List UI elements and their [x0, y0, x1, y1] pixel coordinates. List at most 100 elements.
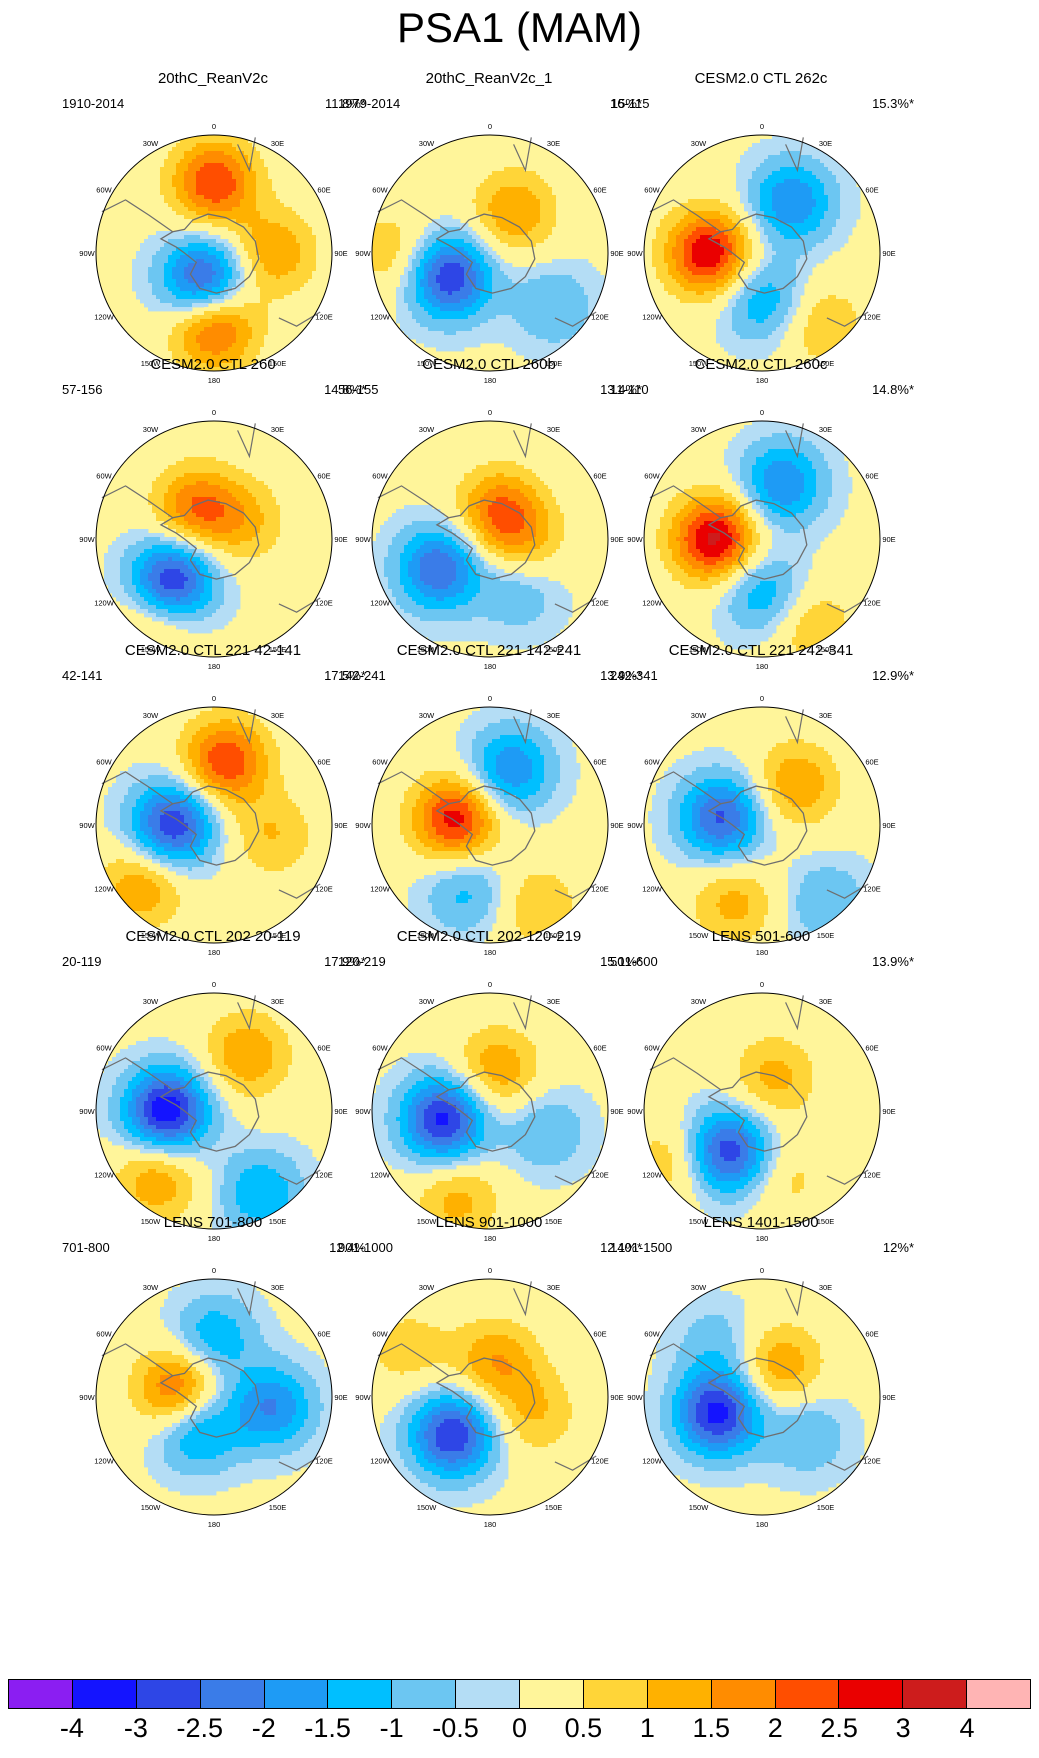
longitude-label: 30W [419, 711, 435, 720]
map-panel: 0 30E 60E 90E 120E 150E 180 150W 120W 90W 60W 30W LE… [596, 1214, 926, 1534]
longitude-label: 120E [863, 1171, 881, 1180]
longitude-label: 0 [488, 1266, 492, 1275]
longitude-label: 60W [372, 472, 388, 481]
longitude-label: 30W [419, 1283, 435, 1292]
antarctica-coastline [707, 785, 808, 866]
longitude-label: 30W [419, 139, 435, 148]
longitude-label: 150W [689, 359, 710, 368]
longitude-label: 180 [756, 1520, 769, 1529]
longitude-label: 120W [94, 599, 115, 608]
longitude-label: 150E [817, 1217, 835, 1226]
colorbar-tick-label: -3 [124, 1713, 148, 1744]
longitude-label: 30W [419, 425, 435, 434]
colorbar-swatch [136, 1680, 201, 1708]
longitude-label: 90W [355, 1393, 371, 1402]
map-boundary [95, 134, 333, 372]
antarctica-coastline [435, 1071, 536, 1152]
figure-title: PSA1 (MAM) [0, 0, 1039, 56]
longitude-label: 60W [644, 758, 660, 767]
south-america-coastline [101, 1057, 174, 1091]
eof-field [372, 421, 608, 657]
longitude-label: 150W [141, 1503, 162, 1512]
longitude-label: 60E [317, 1044, 330, 1053]
longitude-label: 90W [79, 249, 95, 258]
panel-variance-percent: 11.8%* [325, 96, 366, 111]
longitude-label: 150W [417, 1217, 438, 1226]
eof-field [372, 993, 608, 1229]
longitude-label: 60E [317, 472, 330, 481]
longitude-label: 30E [819, 1283, 832, 1292]
panel-title: LENS 901-1000 [324, 1214, 654, 1231]
longitude-label: 60E [317, 186, 330, 195]
panel-title: CESM2.0 CTL 260c [596, 356, 926, 373]
colorbar-tick-label: -1 [380, 1713, 404, 1744]
panel-title: 20thC_ReanV2c_1 [324, 70, 654, 87]
africa-coastline [237, 1281, 256, 1317]
longitude-label: 60W [644, 1044, 660, 1053]
panel-title: CESM2.0 CTL 202 120-219 [324, 928, 654, 945]
australia-coastline [554, 311, 597, 327]
longitude-label: 90W [627, 1393, 643, 1402]
longitude-label: 30E [271, 425, 284, 434]
longitude-label: 120W [370, 885, 391, 894]
longitude-label: 150W [417, 1503, 438, 1512]
longitude-label: 150W [689, 1217, 710, 1226]
panel-variance-percent: 17.9%* [324, 954, 366, 969]
eof-field [644, 1279, 880, 1515]
australia-coastline [826, 597, 869, 613]
panel-title: LENS 1401-1500 [596, 1214, 926, 1231]
map-panel: 0 30E 60E 90E 120E 150E 180 150W 120W 90W 60W 30W LE… [324, 1214, 654, 1534]
longitude-label: 60E [865, 186, 878, 195]
map-boundary [371, 134, 609, 372]
longitude-label: 120W [370, 599, 391, 608]
panel-variance-percent: 15.1%* [600, 954, 642, 969]
longitude-label: 180 [756, 376, 769, 385]
longitude-label: 30E [547, 139, 560, 148]
longitude-label: 60E [593, 472, 606, 481]
colorbar-tick-label: 1.5 [693, 1713, 731, 1744]
longitude-label: 30E [271, 139, 284, 148]
longitude-label: 120W [94, 313, 115, 322]
longitude-label: 60E [865, 472, 878, 481]
colorbar-tick-label: -2 [252, 1713, 276, 1744]
longitude-label: 90W [355, 1107, 371, 1116]
eof-field [96, 1279, 332, 1515]
panel-years: 242-341 [610, 668, 658, 683]
longitude-label: 0 [760, 1266, 764, 1275]
longitude-label: 150E [817, 359, 835, 368]
colorbar-tick-label: 0.5 [565, 1713, 603, 1744]
longitude-label: 90E [334, 821, 347, 830]
eof-field [372, 1279, 608, 1515]
antarctica-coastline [707, 213, 808, 294]
longitude-label: 180 [484, 1234, 497, 1243]
longitude-label: 180 [484, 1520, 497, 1529]
map-panel: 0 30E 60E 90E 120E 150E 180 150W 120W 90W 60W 30W CE… [324, 928, 654, 1248]
longitude-label: 30W [143, 139, 159, 148]
antarctica-coastline [435, 213, 536, 294]
longitude-label: 0 [488, 122, 492, 131]
eof-field [372, 135, 608, 371]
australia-coastline [826, 1455, 869, 1471]
longitude-label: 120W [370, 313, 391, 322]
longitude-label: 90W [627, 249, 643, 258]
longitude-label: 30W [143, 1283, 159, 1292]
longitude-label: 120W [642, 885, 663, 894]
longitude-label: 180 [208, 948, 221, 957]
africa-coastline [513, 423, 532, 459]
panel-variance-percent: 12%* [883, 1240, 914, 1255]
longitude-label: 150E [269, 645, 287, 654]
longitude-label: 0 [488, 408, 492, 417]
longitude-label: 60W [644, 1330, 660, 1339]
longitude-label: 60W [372, 758, 388, 767]
eof-field [644, 993, 880, 1229]
longitude-label: 90E [610, 821, 623, 830]
longitude-label: 150W [417, 645, 438, 654]
longitude-label: 0 [760, 980, 764, 989]
longitude-label: 60W [644, 472, 660, 481]
longitude-label: 90W [355, 249, 371, 258]
longitude-label: 150E [817, 645, 835, 654]
africa-coastline [237, 137, 256, 173]
eof-field [372, 707, 608, 943]
longitude-label: 120W [642, 1171, 663, 1180]
longitude-label: 90W [627, 1107, 643, 1116]
